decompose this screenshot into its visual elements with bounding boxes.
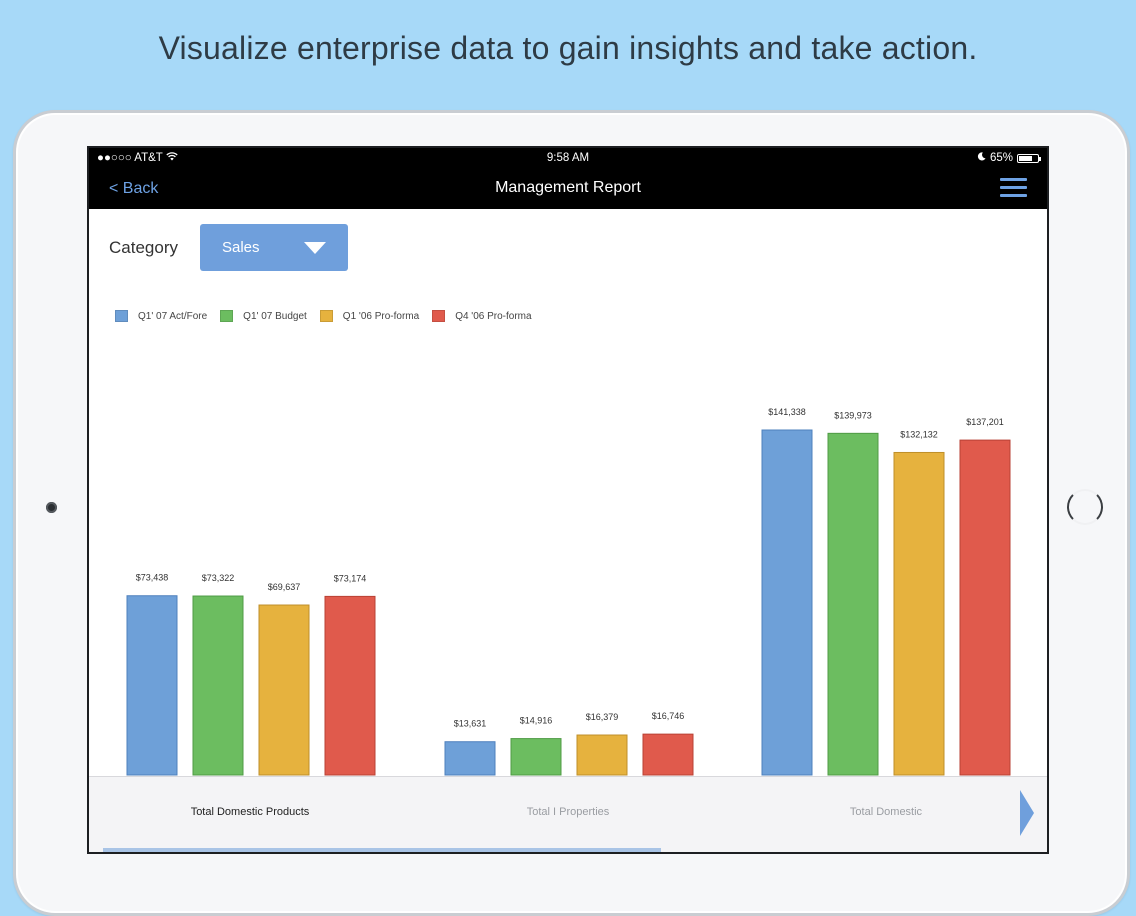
bar-2-4[interactable] — [642, 733, 694, 776]
category-tab-total-domestic[interactable]: Total Domestic — [849, 806, 923, 818]
legend-item[interactable]: Q4 '06 Pro-forma — [432, 310, 532, 322]
bar-1-2[interactable] — [192, 595, 244, 776]
data-label: $73,174 — [334, 573, 367, 583]
bar-3-2[interactable] — [827, 432, 879, 776]
selection-indicator — [103, 848, 661, 852]
legend-swatch — [319, 310, 333, 322]
moon-icon — [977, 152, 986, 164]
category-axis-bar: Total Domestic Products Total I Properti… — [89, 776, 1047, 852]
category-tab-total-domestic-products[interactable]: Total Domestic Products — [190, 806, 310, 818]
bar-2-3[interactable] — [576, 734, 628, 776]
chart-legend: Q1' 07 Act/Fore Q1' 07 Budget Q1 '06 Pro… — [115, 310, 532, 322]
bar-3-4[interactable] — [959, 439, 1011, 776]
category-selected-value: Sales — [222, 239, 260, 256]
home-button[interactable] — [1067, 489, 1103, 525]
legend-item[interactable]: Q1' 07 Act/Fore — [115, 310, 207, 322]
data-label: $141,338 — [768, 407, 806, 417]
bar-1-3[interactable] — [258, 604, 310, 776]
category-dropdown[interactable]: Sales — [200, 224, 348, 271]
data-label: $16,379 — [586, 712, 619, 722]
legend-swatch — [115, 310, 128, 322]
status-time: 9:58 AM — [546, 152, 590, 164]
data-label: $14,916 — [520, 716, 553, 726]
legend-item[interactable]: Q1' 07 Budget — [220, 310, 307, 322]
legend-label: Q1 '06 Pro-forma — [342, 310, 420, 322]
bar-3-3[interactable] — [893, 451, 945, 776]
chevron-down-icon — [304, 242, 326, 254]
legend-swatch — [432, 310, 446, 322]
category-label: Category — [109, 238, 178, 257]
legend-label: Q1' 07 Act/Fore — [138, 310, 208, 322]
data-label: $139,973 — [834, 410, 872, 420]
next-arrow-icon[interactable] — [1020, 790, 1034, 836]
data-label: $73,438 — [136, 573, 169, 583]
camera-icon — [46, 502, 57, 513]
hamburger-menu-icon[interactable] — [1000, 178, 1027, 198]
battery-percent: 65% — [989, 152, 1013, 164]
page-title: Management Report — [495, 179, 641, 196]
back-button[interactable]: < Back — [109, 180, 159, 197]
bar-chart: $73,438 $73,322 $69,637 $73,174 $13,631 $14,9… — [126, 407, 1011, 776]
data-label: $13,631 — [454, 719, 487, 729]
status-carrier: ●●○○○ AT&T — [97, 152, 178, 164]
data-label: $69,637 — [268, 582, 301, 592]
navigation-bar: ●●○○○ AT&T 9:58 AM 65% < Back Management… — [89, 148, 1047, 209]
legend-label: Q1' 07 Budget — [243, 310, 307, 322]
battery-icon — [1017, 153, 1041, 163]
app-screen: ●●○○○ AT&T 9:58 AM 65% < Back Management… — [89, 148, 1047, 852]
category-tab-total-i-properties[interactable]: Total I Properties — [526, 806, 610, 818]
legend-swatch — [220, 310, 234, 322]
legend-item[interactable]: Q1 '06 Pro-forma — [319, 310, 420, 322]
bar-2-1[interactable] — [444, 741, 496, 776]
carrier-text: ●●○○○ AT&T — [97, 152, 163, 164]
bar-1-1[interactable] — [126, 595, 178, 776]
bar-3-1[interactable] — [761, 429, 813, 776]
legend-label: Q4 '06 Pro-forma — [455, 310, 532, 322]
status-right: 65% — [977, 152, 1041, 164]
data-label: $137,201 — [966, 417, 1004, 427]
data-label: $16,746 — [652, 711, 685, 721]
data-label: $73,322 — [202, 573, 235, 583]
bar-2-2[interactable] — [510, 738, 562, 776]
bar-1-4[interactable] — [324, 595, 376, 776]
wifi-icon — [166, 152, 178, 164]
data-label: $132,132 — [900, 429, 938, 439]
headline: Visualize enterprise data to gain insigh… — [158, 30, 978, 66]
